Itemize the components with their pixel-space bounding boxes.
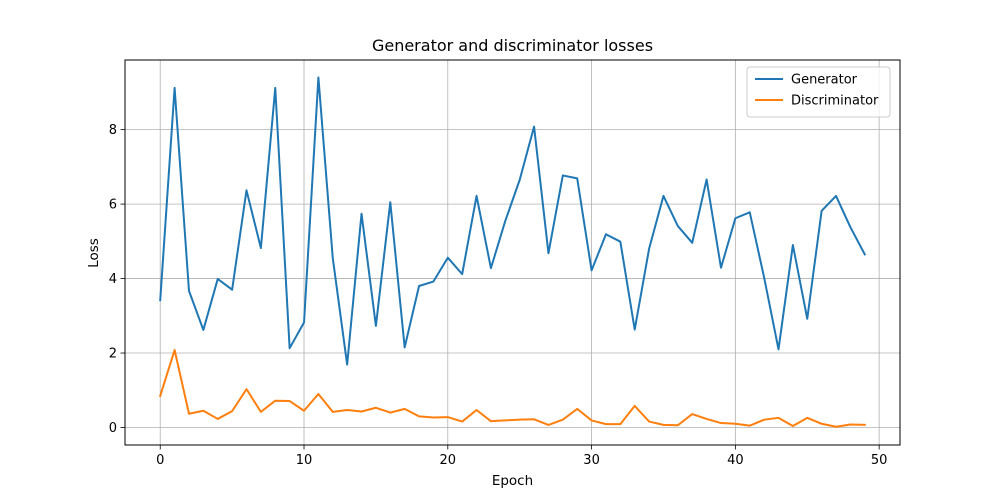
x-tick-label: 0: [156, 453, 164, 468]
y-tick-label: 0: [109, 421, 117, 436]
series-lines: [158, 76, 867, 428]
grid: [125, 60, 900, 445]
x-tick-label: 40: [727, 453, 744, 468]
series-line-discriminator: [158, 349, 866, 428]
x-tick-label: 50: [871, 453, 888, 468]
y-axis-label: Loss: [86, 238, 102, 268]
legend: Generator Discriminator: [746, 66, 891, 118]
x-tick-label: 10: [296, 453, 313, 468]
plot-frame: [124, 59, 901, 446]
series-line-generator: [159, 76, 867, 366]
x-tick-label: 20: [440, 453, 457, 468]
legend-label-generator: Generator: [791, 73, 858, 88]
x-tick-label: 30: [583, 453, 600, 468]
legend-label-discriminator: Discriminator: [791, 94, 879, 109]
y-tick-label: 8: [109, 123, 117, 138]
y-tick-label: 4: [109, 272, 117, 287]
chart-title: Generator and discriminator losses: [372, 36, 653, 55]
y-tick-label: 2: [109, 347, 117, 362]
y-tick-label: 6: [109, 198, 117, 213]
axis-ticks: 0 10 20 30 40 50 0 2 4 6 8: [109, 123, 888, 468]
x-axis-label: Epoch: [492, 473, 533, 489]
